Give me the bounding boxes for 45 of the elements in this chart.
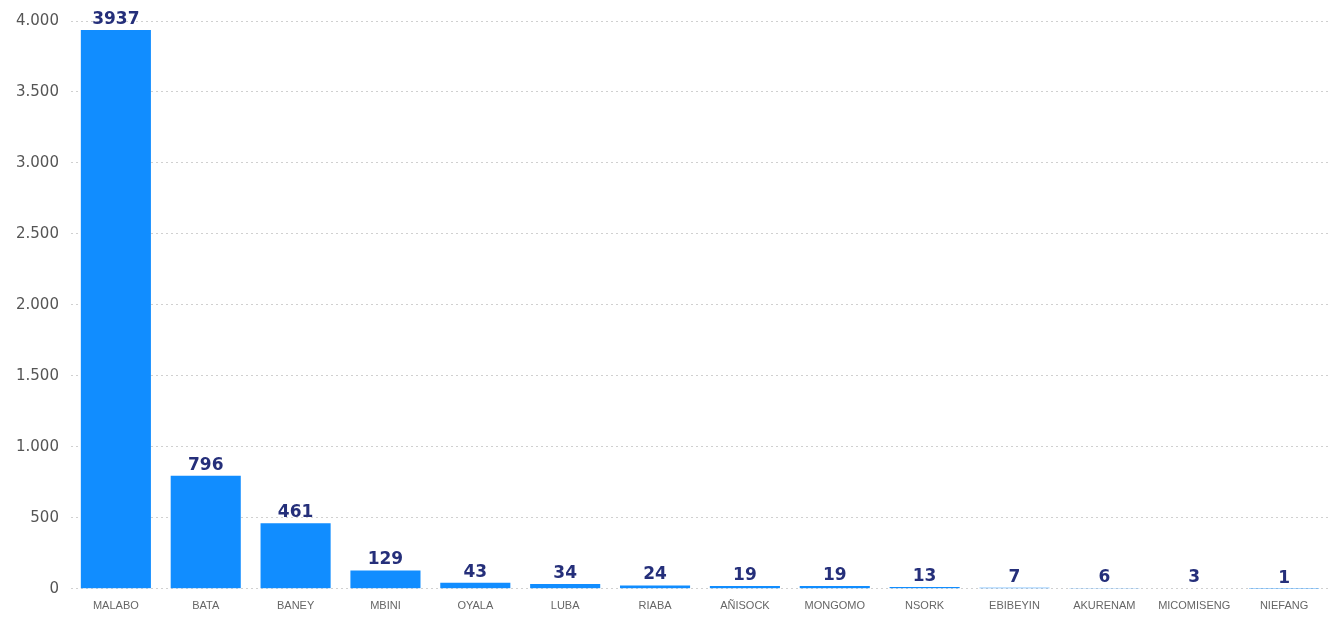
data-label: 13 [912,564,937,585]
data-label: 19 [733,564,757,585]
x-tick-label: LUBA [550,599,581,612]
data-label: 1 [1278,566,1290,587]
data-label: 796 [187,453,224,474]
bar [619,585,691,589]
data-label: 129 [367,548,404,569]
data-label: 7 [1008,565,1021,586]
data-label: 461 [277,501,314,522]
data-label: 24 [643,563,668,584]
x-tick-label: MALABO [92,599,140,612]
data-label: 19 [822,564,847,585]
x-tick-label: EBIBEYIN [989,599,1040,612]
bar [530,583,601,589]
y-tick-label: 0 [49,578,59,597]
y-tick-label: 2.000 [15,294,59,313]
y-tick-label: 500 [30,507,59,526]
y-tick-label: 1.000 [15,436,59,455]
data-label: 3 [1188,566,1201,587]
data-label: 43 [463,560,488,581]
y-tick-label: 1.500 [15,365,59,384]
x-tick-label: OYALA [457,599,494,612]
bar [170,475,241,589]
y-tick-label: 3.500 [15,81,59,100]
x-tick-label: BANEY [276,599,315,612]
bar [799,586,870,589]
x-tick-label: NSORK [905,599,945,612]
y-tick-label: 3.000 [15,152,59,171]
x-tick-label: MONGOMO [804,599,866,612]
y-tick-label: 4.000 [15,10,59,29]
bar [260,523,331,589]
data-label: 6 [1098,565,1111,586]
y-tick-label: 2.500 [15,223,59,242]
data-label: 3937 [92,7,140,28]
x-tick-label: AKURENAM [1073,599,1136,612]
x-tick-label: RIABA [638,599,673,612]
x-tick-label: BATA [192,599,220,612]
x-tick-label: MICOMISENG [1158,599,1231,612]
x-tick-label: NIEFANG [1259,599,1309,612]
bar [80,29,151,589]
x-tick-label: AÑISOCK [720,599,771,612]
data-label: 34 [553,561,578,582]
x-tick-label: MBINI [370,599,401,612]
bar [709,586,780,589]
bar [350,570,421,589]
